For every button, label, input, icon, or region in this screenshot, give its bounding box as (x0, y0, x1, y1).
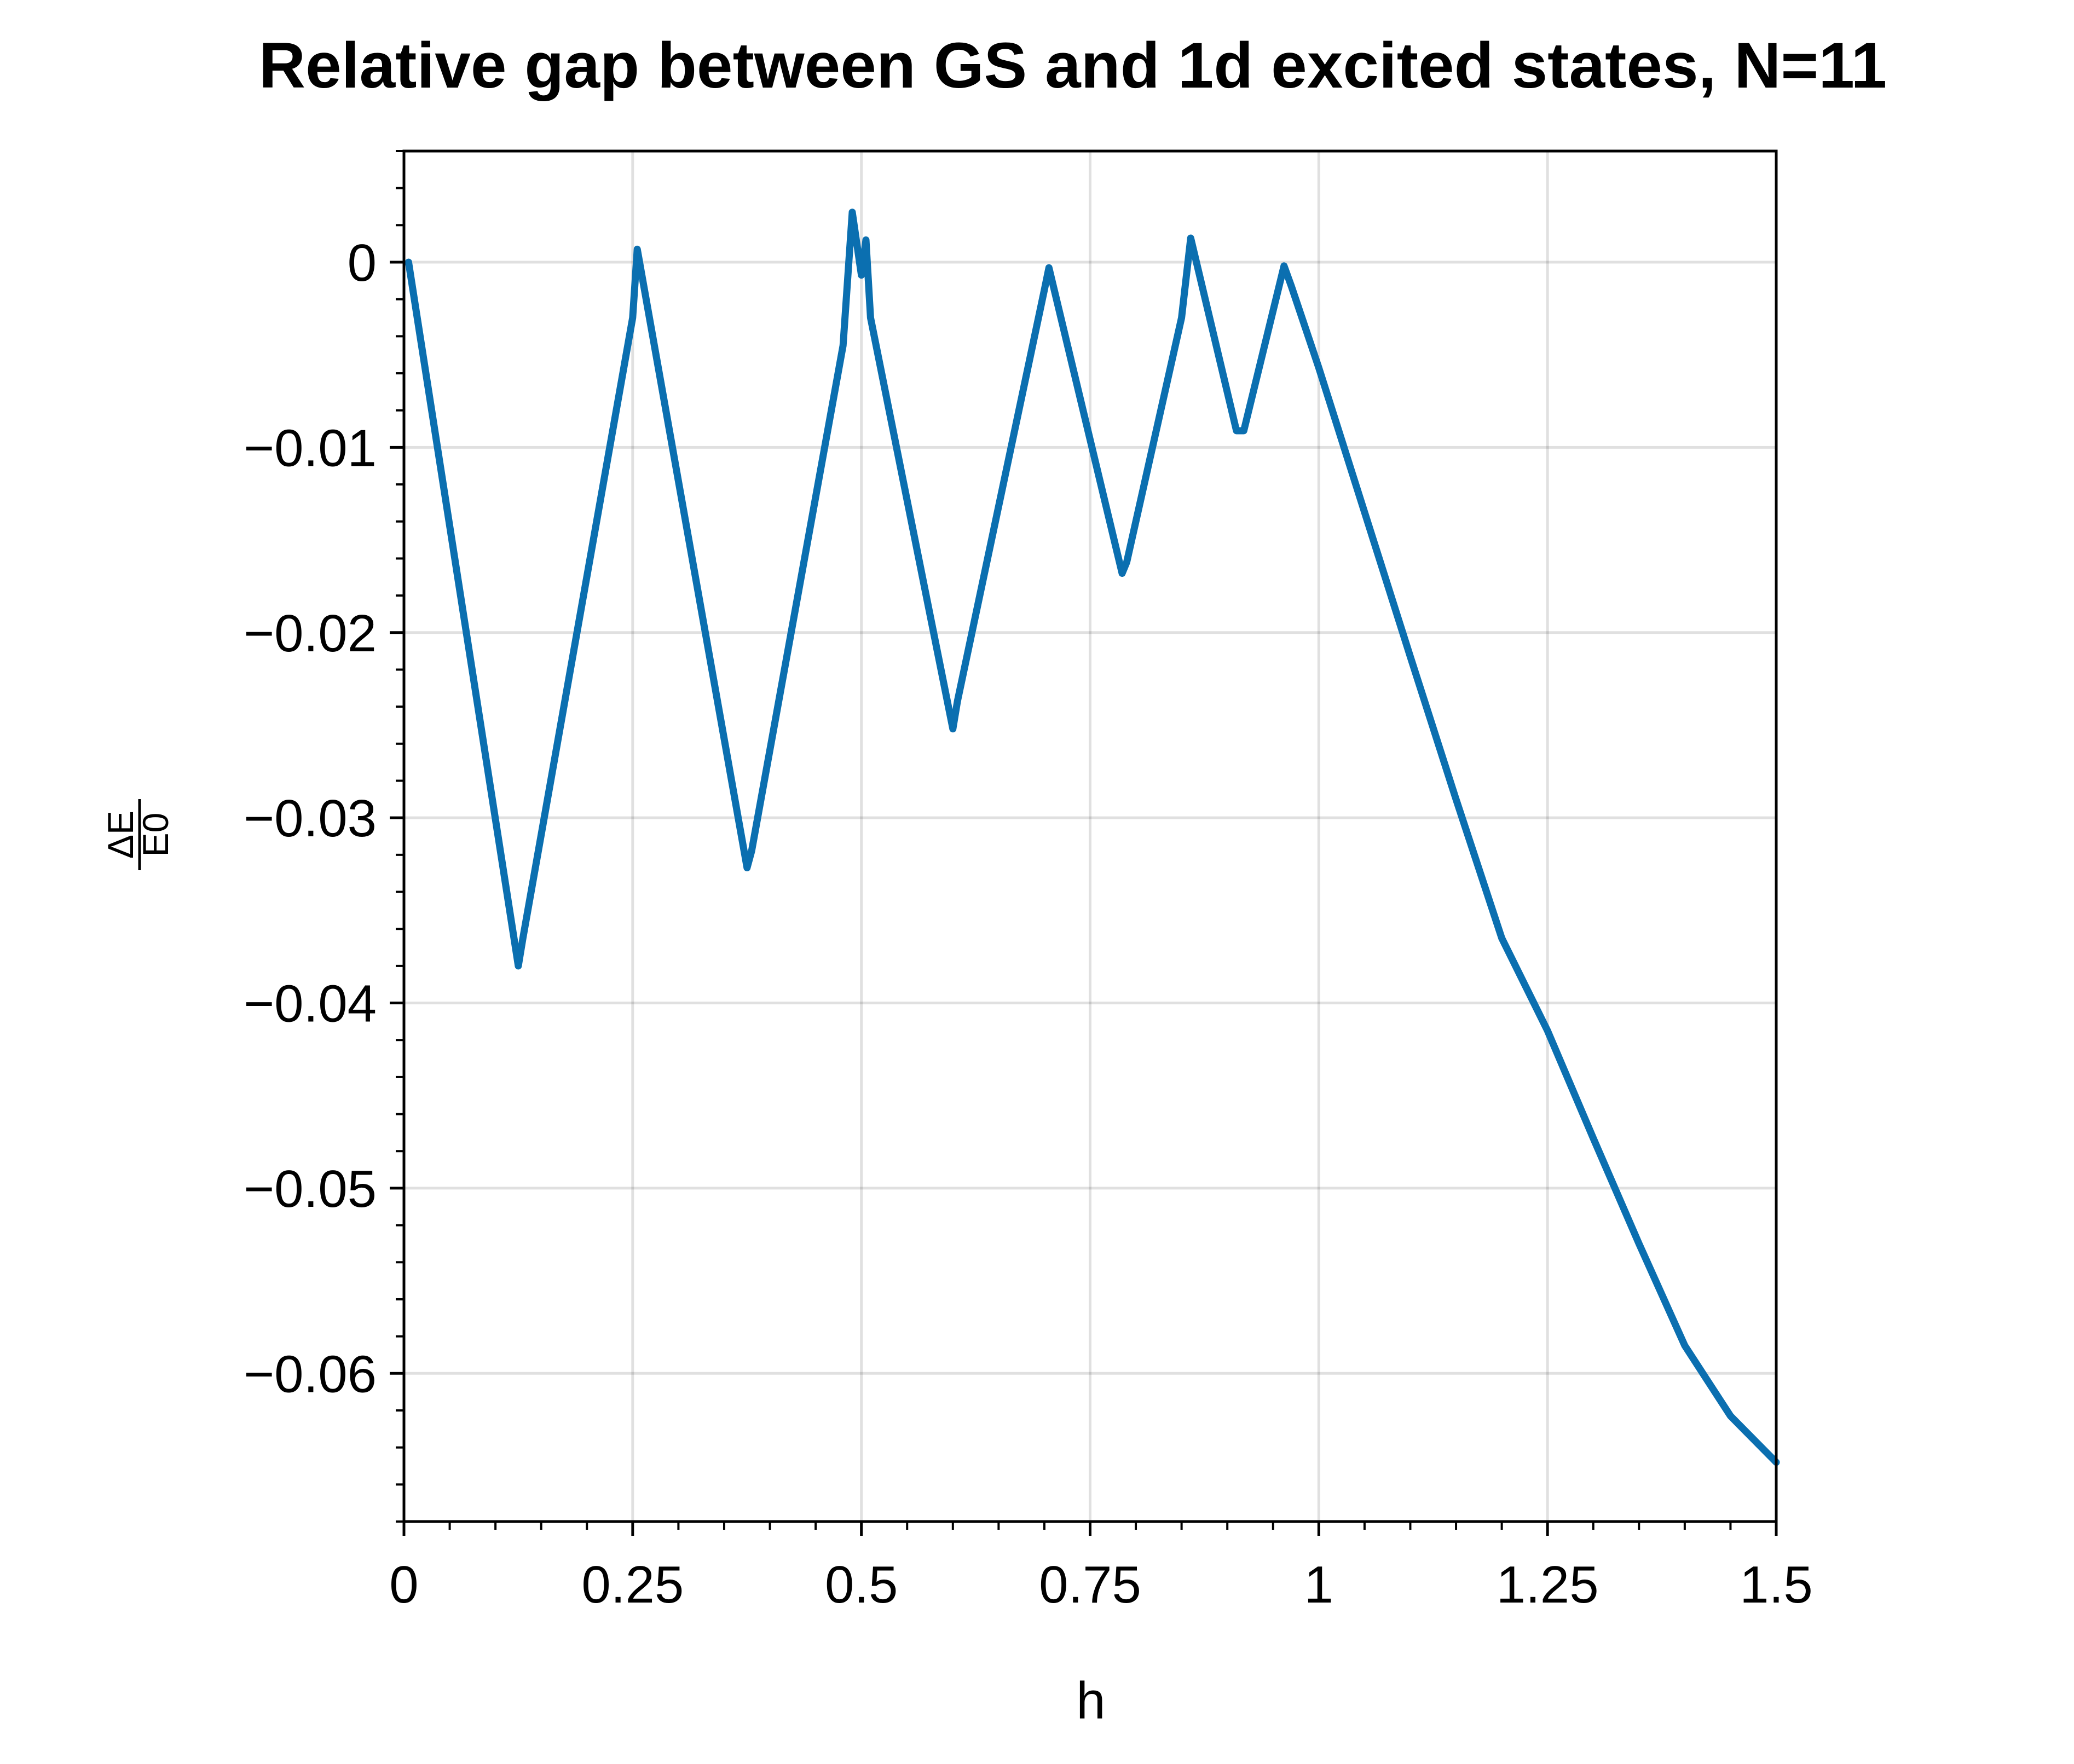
x-axis-label: h (1076, 1672, 1105, 1730)
y-tick-label: −0.01 (244, 419, 377, 477)
y-tick-label: 0 (348, 234, 377, 292)
x-tick-label: 0.5 (825, 1555, 898, 1614)
y-tick-label: −0.02 (244, 604, 377, 663)
y-tick-label: −0.05 (244, 1160, 377, 1218)
chart-title: Relative gap between GS and 1d excited s… (259, 30, 1887, 102)
y-tick-label: −0.06 (244, 1345, 377, 1403)
x-tick-label: 1.5 (1740, 1555, 1812, 1614)
y-axis-label-numerator: ΔE (100, 811, 141, 859)
x-tick-label: 1.25 (1497, 1555, 1599, 1614)
y-tick-label: −0.03 (244, 789, 377, 848)
series-line (405, 209, 1780, 1466)
x-tick-label: 0 (389, 1555, 418, 1614)
tick-labels: 0 0.25 0.5 0.75 1 1.25 1.5 0 −0.01 −0.02 −0.03 −0.0… (244, 234, 1813, 1614)
y-axis-label: ΔE E0 (100, 799, 176, 870)
y-tick-label: −0.04 (244, 975, 377, 1033)
y-axis-label-denominator: E0 (135, 813, 176, 857)
x-tick-label: 1 (1304, 1555, 1333, 1614)
x-tick-label: 0.75 (1039, 1555, 1141, 1614)
ticks (390, 150, 1778, 1536)
grid (402, 151, 1778, 1522)
x-tick-label: 0.25 (581, 1555, 684, 1614)
series-layer (405, 209, 1780, 1466)
